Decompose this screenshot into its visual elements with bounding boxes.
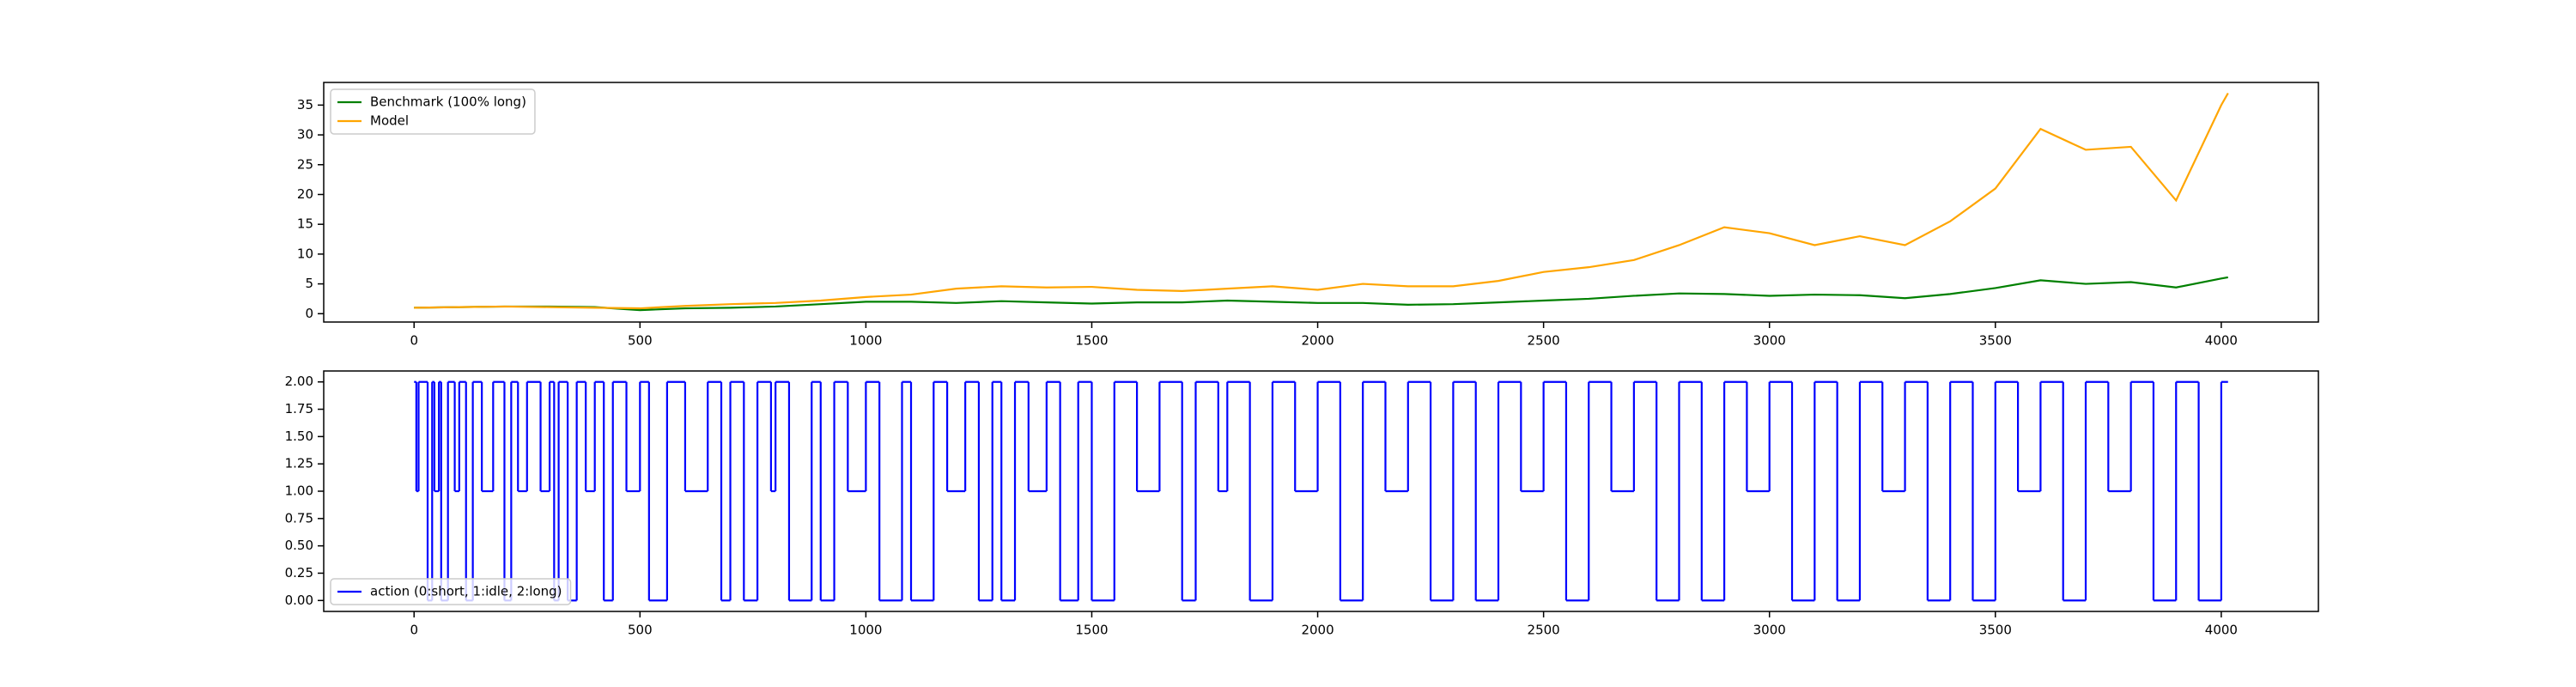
y-tick-label: 0.75 xyxy=(285,510,313,526)
y-tick-label: 0.00 xyxy=(285,593,313,608)
line-series xyxy=(414,92,2229,310)
x-tick-label: 2500 xyxy=(1528,333,1560,349)
y-tick-label: 0.25 xyxy=(285,565,313,581)
y-tick-label: 25 xyxy=(297,156,313,172)
legend-label: action (0:short, 1:idle, 2:long) xyxy=(370,584,562,599)
x-tick-label: 3500 xyxy=(1979,333,2012,349)
y-tick-label: 5 xyxy=(305,276,313,291)
x-tick-label: 2000 xyxy=(1301,333,1334,349)
x-tick-label: 2000 xyxy=(1301,623,1334,638)
x-tick-label: 3500 xyxy=(1979,623,2012,638)
x-tick-label: 0 xyxy=(410,333,418,349)
legend-frame xyxy=(330,578,572,605)
x-tick-label: 1500 xyxy=(1075,623,1108,638)
y-tick-label: 1.25 xyxy=(285,456,313,471)
plot-area xyxy=(414,92,2229,312)
axes-frame xyxy=(323,370,2319,612)
x-tick-label: 1000 xyxy=(849,333,882,349)
y-tick-label: 2.00 xyxy=(285,374,313,389)
legend-label: Model xyxy=(370,113,409,129)
y-tick-label: 35 xyxy=(297,97,313,112)
x-tick-label: 1000 xyxy=(849,623,882,638)
x-tick-label: 2500 xyxy=(1528,623,1560,638)
axes: 0 500 1000 1500 2000 2500 3000 3500 4000 0 5 10 15 20… xyxy=(297,82,2319,349)
plot-area xyxy=(414,380,2228,602)
y-tick-label: 1.50 xyxy=(285,429,313,444)
x-tick-label: 1500 xyxy=(1075,333,1108,349)
x-tick-label: 500 xyxy=(628,333,653,349)
y-tick-label: 15 xyxy=(297,216,313,232)
line-series xyxy=(414,276,2228,312)
axes-frame xyxy=(323,82,2319,323)
axes: 0 500 1000 1500 2000 2500 3000 3500 4000 0.00 0.25… xyxy=(285,370,2319,638)
legend-label: Benchmark (100% long) xyxy=(370,94,526,110)
legend-frame xyxy=(330,88,536,135)
x-tick-label: 4000 xyxy=(2205,623,2238,638)
y-tick-label: 1.00 xyxy=(285,483,313,499)
y-tick-label: 10 xyxy=(297,246,313,261)
legend: Benchmark (100% long) Model xyxy=(330,88,536,135)
y-tick-label: 0 xyxy=(305,306,313,321)
y-tick-label: 20 xyxy=(297,186,313,202)
x-tick-label: 4000 xyxy=(2205,333,2238,349)
y-tick-label: 0.50 xyxy=(285,538,313,553)
x-tick-label: 3000 xyxy=(1753,623,1786,638)
x-tick-label: 0 xyxy=(410,623,418,638)
x-tick-label: 3000 xyxy=(1753,333,1786,349)
legend: action (0:short, 1:idle, 2:long) xyxy=(330,578,572,605)
y-tick-label: 30 xyxy=(297,127,313,143)
x-tick-label: 500 xyxy=(628,623,653,638)
y-tick-label: 1.75 xyxy=(285,401,313,416)
